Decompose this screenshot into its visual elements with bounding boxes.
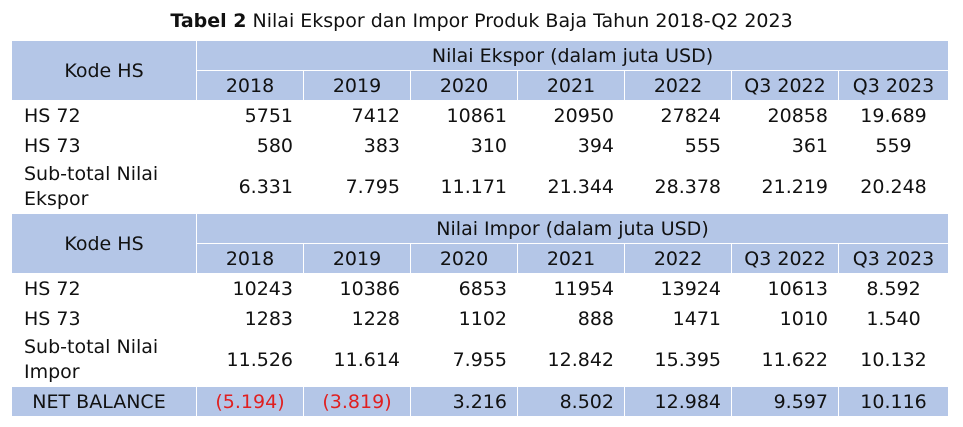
net-balance-value: (5.194) — [196, 386, 304, 417]
import-group-header: Nilai Impor (dalam juta USD) — [195, 213, 950, 244]
cell-value: 1283 — [196, 303, 304, 334]
net-balance-value: 8.502 — [517, 386, 625, 417]
row-label: HS 73 — [11, 303, 197, 334]
subtotal-row: Sub-total Nilai Ekspor 6.331 7.795 11.17… — [11, 160, 950, 214]
net-balance-row: NET BALANCE (5.194) (3.819) 3.216 8.502 … — [11, 386, 950, 417]
year-header: 2020 — [410, 70, 518, 101]
cell-value: 21.344 — [517, 160, 625, 214]
cell-value: 1010 — [731, 303, 839, 334]
cell-value: 10.132 — [837, 333, 950, 387]
cell-value: 11954 — [517, 273, 625, 304]
cell-value: 1471 — [624, 303, 732, 334]
cell-value: 1102 — [410, 303, 518, 334]
export-group-header-row: Kode HS Nilai Ekspor (dalam juta USD) — [11, 40, 950, 101]
cell-value: 12.842 — [517, 333, 625, 387]
table-row: HS 73 580 383 310 394 555 361 559 — [11, 130, 950, 161]
cell-value: 555 — [624, 130, 732, 161]
import-code-header: Kode HS — [11, 213, 197, 274]
cell-value: 21.219 — [731, 160, 839, 214]
net-balance-value: 12.984 — [624, 386, 732, 417]
net-balance-value: 10.116 — [837, 386, 950, 417]
year-header: 2019 — [303, 70, 411, 101]
export-group-header: Nilai Ekspor (dalam juta USD) — [195, 40, 950, 71]
cell-value: 10613 — [731, 273, 839, 304]
net-balance-value: (3.819) — [303, 386, 411, 417]
cell-value: 394 — [517, 130, 625, 161]
cell-value: 383 — [303, 130, 411, 161]
year-header: 2022 — [624, 70, 732, 101]
year-header: Q3 2023 — [837, 243, 950, 274]
caption-title: Nilai Ekspor dan Impor Produk Baja Tahun… — [252, 10, 793, 32]
table-row: HS 72 5751 7412 10861 20950 27824 20858 … — [11, 100, 950, 131]
cell-value: 19.689 — [837, 100, 950, 131]
cell-value: 8.592 — [837, 273, 950, 304]
year-header: 2021 — [517, 243, 625, 274]
cell-value: 6.331 — [196, 160, 304, 214]
table-row: HS 73 1283 1228 1102 888 1471 1010 1.540 — [11, 303, 950, 334]
cell-value: 27824 — [624, 100, 732, 131]
caption-label: Tabel 2 — [170, 10, 247, 32]
row-label: HS 72 — [11, 100, 197, 131]
import-year-header-row: 2018 2019 2020 2021 2022 Q3 2022 Q3 2023 — [12, 243, 950, 274]
cell-value: 1228 — [303, 303, 411, 334]
net-balance-value: 3.216 — [410, 386, 518, 417]
table-caption: Tabel 2 Nilai Ekspor dan Impor Produk Ba… — [0, 7, 963, 35]
cell-value: 20950 — [517, 100, 625, 131]
table-row: HS 72 10243 10386 6853 11954 13924 10613… — [11, 273, 950, 304]
cell-value: 888 — [517, 303, 625, 334]
cell-value: 7.955 — [410, 333, 518, 387]
cell-value: 11.171 — [410, 160, 518, 214]
row-label: Sub-total Nilai Impor — [11, 333, 197, 387]
year-header: Q3 2023 — [837, 70, 950, 101]
cell-value: 15.395 — [624, 333, 732, 387]
row-label: HS 72 — [11, 273, 197, 304]
cell-value: 6853 — [410, 273, 518, 304]
year-header: Q3 2022 — [731, 70, 839, 101]
row-label: HS 73 — [11, 130, 197, 161]
cell-value: 361 — [731, 130, 839, 161]
cell-value: 559 — [837, 130, 950, 161]
cell-value: 20.248 — [837, 160, 950, 214]
steel-trade-table: Kode HS Nilai Ekspor (dalam juta USD) 20… — [11, 40, 950, 417]
export-year-header-row: 2018 2019 2020 2021 2022 Q3 2022 Q3 2023 — [12, 70, 950, 101]
year-header: 2018 — [196, 243, 304, 274]
net-balance-label: NET BALANCE — [11, 386, 197, 417]
export-code-header: Kode HS — [11, 40, 197, 101]
cell-value: 20858 — [731, 100, 839, 131]
cell-value: 11.526 — [196, 333, 304, 387]
cell-value: 310 — [410, 130, 518, 161]
row-label: Sub-total Nilai Ekspor — [11, 160, 197, 214]
cell-value: 580 — [196, 130, 304, 161]
cell-value: 7.795 — [303, 160, 411, 214]
cell-value: 1.540 — [837, 303, 950, 334]
cell-value: 10861 — [410, 100, 518, 131]
subtotal-row: Sub-total Nilai Impor 11.526 11.614 7.95… — [11, 333, 950, 387]
cell-value: 7412 — [303, 100, 411, 131]
year-header: Q3 2022 — [731, 243, 839, 274]
cell-value: 10243 — [196, 273, 304, 304]
import-group-header-row: Kode HS Nilai Impor (dalam juta USD) — [11, 213, 950, 274]
cell-value: 5751 — [196, 100, 304, 131]
cell-value: 10386 — [303, 273, 411, 304]
cell-value: 28.378 — [624, 160, 732, 214]
cell-value: 11.622 — [731, 333, 839, 387]
year-header: 2021 — [517, 70, 625, 101]
net-balance-value: 9.597 — [731, 386, 839, 417]
year-header: 2019 — [303, 243, 411, 274]
year-header: 2022 — [624, 243, 732, 274]
cell-value: 11.614 — [303, 333, 411, 387]
year-header: 2020 — [410, 243, 518, 274]
cell-value: 13924 — [624, 273, 732, 304]
year-header: 2018 — [196, 70, 304, 101]
